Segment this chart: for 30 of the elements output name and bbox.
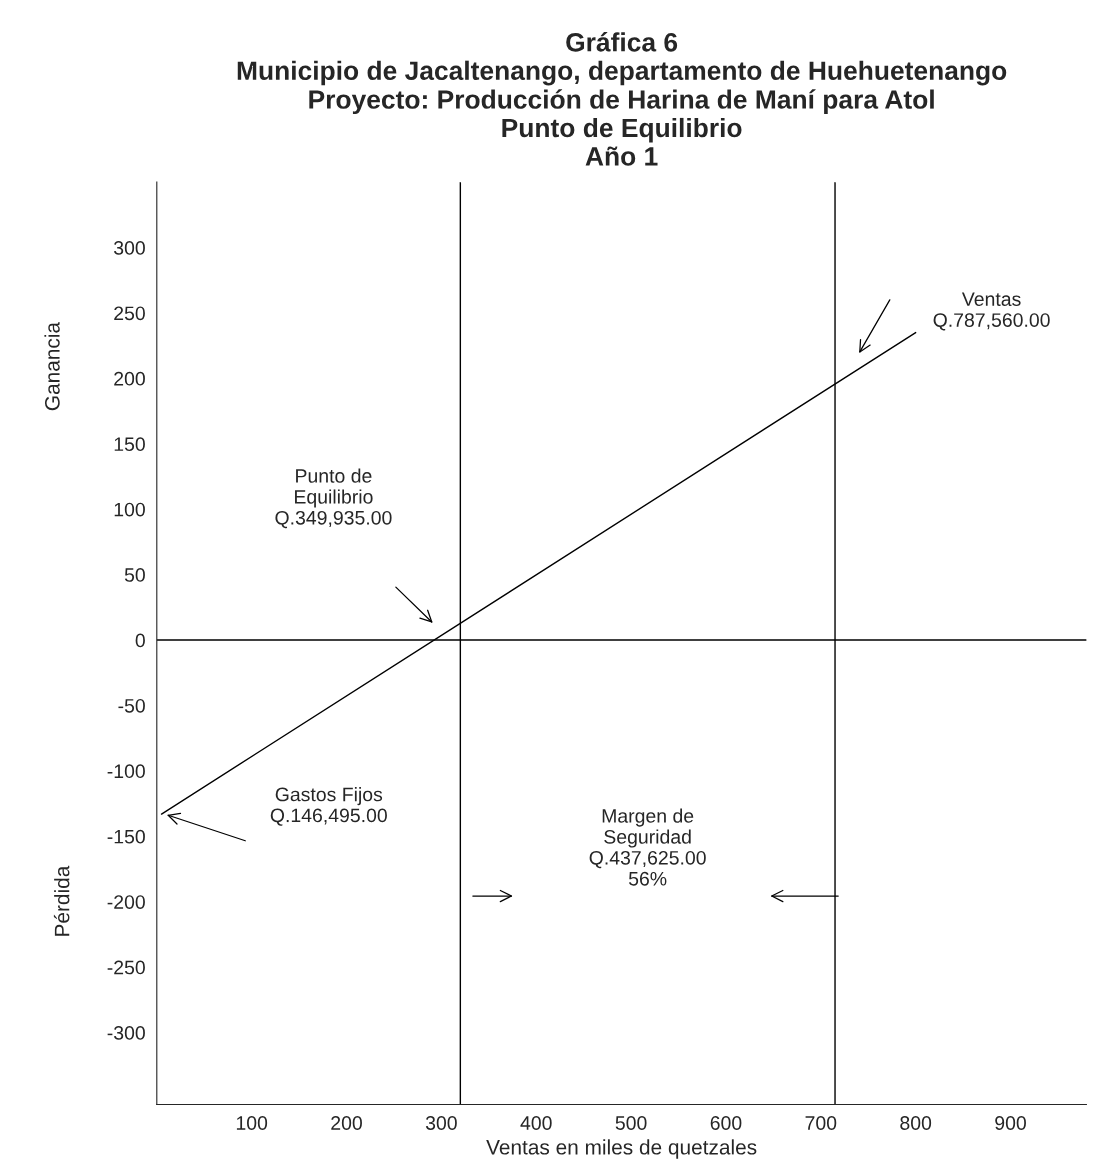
- text: Pérdida: [53, 865, 70, 936]
- x-tick-label: 800: [900, 1116, 932, 1130]
- y-tick-label: -50: [118, 698, 145, 713]
- annotation: Punto de Equilibrio Q.349,935.00: [275, 468, 392, 529]
- x-tick-label: 700: [805, 1116, 837, 1130]
- x-axis-title: Ventas en miles de quetzales: [486, 1139, 757, 1159]
- y-tick-label: 200: [114, 371, 145, 386]
- x-tick-label: 400: [520, 1116, 552, 1130]
- x-tick-label: 100: [236, 1116, 268, 1130]
- x-tick-label: 900: [995, 1116, 1026, 1130]
- annotation: Margen de Seguridad Q.437,625.00 56%: [589, 808, 706, 886]
- y-tick-label: 100: [114, 502, 145, 517]
- y-tick-label: -100: [107, 764, 145, 779]
- x-tick-label: 300: [425, 1116, 457, 1130]
- annotation: Gastos Fijos Q.146,495.00: [270, 787, 387, 826]
- y-tick-label: 300: [113, 241, 145, 255]
- x-tick-label: 200: [331, 1116, 362, 1130]
- x-tick-label: 500: [615, 1116, 647, 1130]
- y-tick-label: 250: [114, 306, 145, 321]
- y-tick-label: 150: [114, 437, 145, 452]
- y-tick-label: -200: [107, 895, 145, 909]
- y-tick-label: 50: [124, 568, 145, 582]
- y-axis-title: Ganancia: [44, 322, 60, 411]
- y-tick-label: -150: [107, 829, 145, 844]
- chart-title: Gráfica 6 Municipio de Jacaltenango, departamento de Huehuetenango Proyecto: Producción de Harina de Maní para Atol Punto de Equilibrio Año 1: [237, 32, 1007, 166]
- x-tick-label: 600: [710, 1116, 742, 1130]
- annotation: Ventas Q.787,560.00: [933, 292, 1050, 331]
- y-tick-label: -300: [107, 1026, 145, 1040]
- y-tick-label: 0: [135, 633, 145, 648]
- y-tick-label: -250: [107, 960, 145, 975]
